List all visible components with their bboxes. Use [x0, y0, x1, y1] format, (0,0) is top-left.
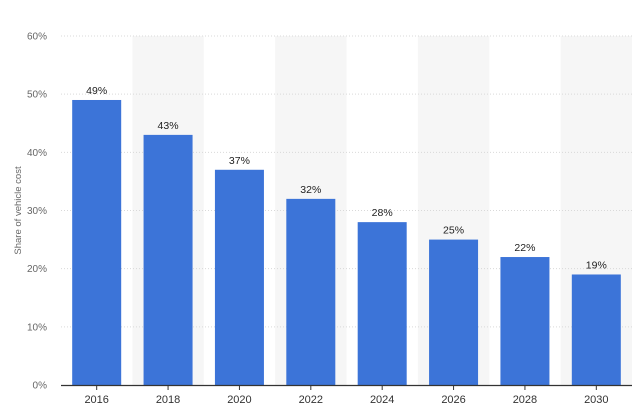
bar-2024 [357, 222, 407, 385]
y-axis-title: Share of vehicle cost [13, 166, 24, 255]
x-tick-label-2028: 2028 [513, 394, 537, 406]
data-labels: 49% 43% 37% 32% 28% 25% 22% 19% [86, 85, 607, 272]
y-tick-label: 0% [33, 381, 48, 392]
bar-2028 [500, 257, 550, 385]
data-label-2020: 37% [229, 155, 250, 167]
data-label-2016: 49% [86, 85, 107, 97]
bars [72, 99, 621, 385]
x-tick-label-2016: 2016 [84, 394, 108, 406]
x-tick-label-2020: 2020 [227, 394, 251, 406]
bar-2018 [143, 134, 193, 385]
data-label-2024: 28% [372, 207, 393, 219]
bar-2026 [429, 239, 479, 385]
bar-2016 [72, 99, 122, 385]
y-tick-label: 30% [27, 206, 47, 217]
y-axis: 0% 10% 20% 30% 40% 50% 60% [27, 32, 47, 392]
x-tick-label-2026: 2026 [441, 394, 465, 406]
x-tick-label-2030: 2030 [584, 394, 608, 406]
x-tick-label-2018: 2018 [156, 394, 180, 406]
data-label-2026: 25% [443, 225, 464, 237]
bar-2020 [214, 169, 264, 385]
y-tick-label: 10% [27, 322, 47, 333]
y-tick-label: 60% [27, 32, 47, 43]
bar-2030 [571, 274, 621, 385]
data-label-2030: 19% [586, 259, 607, 271]
data-label-2018: 43% [158, 120, 179, 132]
x-tick-label-2022: 2022 [299, 394, 323, 406]
grid-lines [61, 35, 632, 328]
bar-2022 [286, 198, 336, 385]
data-label-2022: 32% [300, 184, 321, 196]
x-axis: 2016 2018 2020 2022 2024 2026 2028 2030 [61, 384, 632, 406]
y-tick-label: 20% [27, 264, 47, 275]
data-label-2028: 22% [514, 242, 535, 254]
y-tick-label: 50% [27, 90, 47, 101]
x-tick-label-2024: 2024 [370, 394, 394, 406]
y-tick-label: 40% [27, 148, 47, 159]
